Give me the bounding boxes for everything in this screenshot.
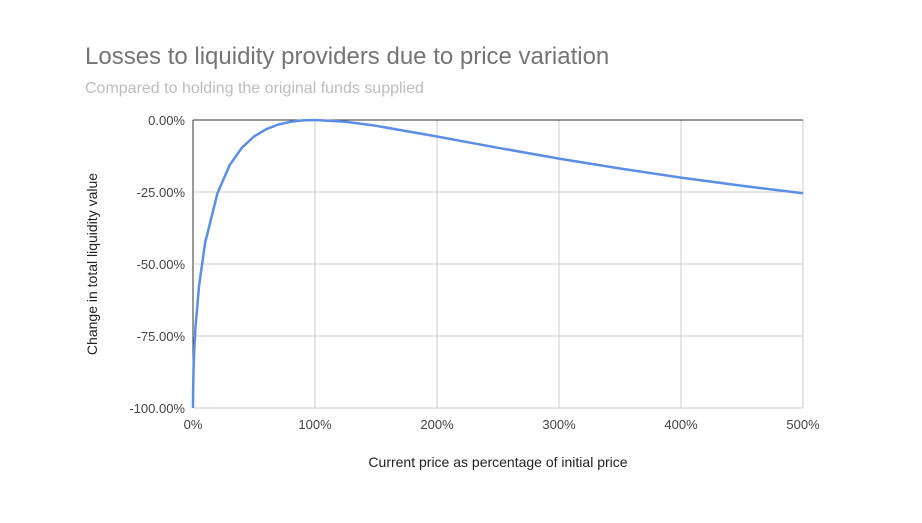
- x-axis-label: Current price as percentage of initial p…: [368, 454, 627, 470]
- series-line: [191, 118, 804, 409]
- y-tick-label: -25.00%: [137, 185, 186, 200]
- chart-subtitle: Compared to holding the original funds s…: [85, 80, 424, 97]
- y-tick-label: -100.00%: [129, 401, 185, 416]
- gridlines: [192, 119, 804, 409]
- x-tick-label: 500%: [786, 417, 820, 432]
- y-axis-label: Change in total liquidity value: [84, 173, 100, 355]
- x-tick-label: 0%: [184, 417, 203, 432]
- y-axis-ticks: 0.00% -25.00% -50.00% -75.00% -100.00%: [129, 113, 185, 416]
- y-tick-label: -50.00%: [137, 257, 186, 272]
- x-tick-label: 300%: [542, 417, 576, 432]
- y-tick-label: 0.00%: [148, 113, 185, 128]
- chart-title: Losses to liquidity providers due to pri…: [85, 43, 609, 70]
- y-tick-label: -75.00%: [137, 329, 186, 344]
- x-tick-label: 100%: [298, 417, 332, 432]
- x-axis-ticks: 0% 100% 200% 300% 400% 500%: [184, 417, 820, 432]
- x-tick-label: 200%: [420, 417, 454, 432]
- x-tick-label: 400%: [664, 417, 698, 432]
